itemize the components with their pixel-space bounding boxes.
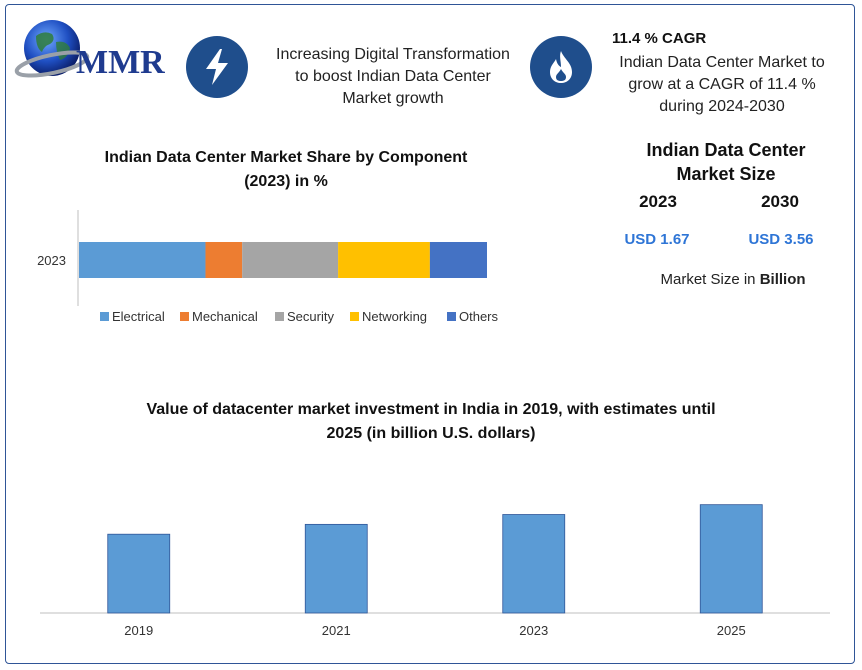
investment-tick-2025: 2025 (717, 623, 746, 638)
share-chart: 2023 Electrical Mechanical Security Networki… (37, 210, 499, 324)
investment-bar-2019 (107, 533, 171, 614)
investment-chart-title: Value of datacenter market investment in… (40, 398, 822, 446)
share-bar-segment-others (429, 242, 487, 278)
market-size-value-2023: USD 1.67 (624, 231, 690, 248)
feature2-icon-circle (530, 36, 592, 98)
share-chart-title-line-1: Indian Data Center Market Share by Compo… (104, 149, 468, 166)
market-size-value-2030: USD 3.56 (748, 231, 814, 248)
investment-chart: 2019 2021 2023 2025 (40, 504, 830, 638)
cagr-title: 11.4 % CAGR (612, 30, 707, 47)
market-size-title-line-2: Market Size (676, 164, 776, 184)
share-chart-title-line-2: (2023) in % (244, 173, 328, 190)
legend-label: Others (459, 309, 499, 324)
cagr-line-1: Indian Data Center Market to (619, 54, 825, 71)
legend-label: Mechanical (192, 309, 258, 324)
market-size-year-2023: 2023 (639, 192, 677, 211)
feature1-line-3: Market growth (342, 90, 444, 107)
investment-chart-title-line-1: Value of datacenter market investment in… (146, 401, 716, 418)
cagr-text: Indian Data Center Market to grow at a C… (606, 52, 838, 118)
market-size-title-line-1: Indian Data Center (646, 140, 806, 160)
legend-swatch (275, 312, 284, 321)
legend-item-electrical: Electrical (100, 309, 165, 324)
share-bar-segment-security (242, 242, 339, 278)
legend-item-networking: Networking (350, 309, 427, 324)
legend-swatch (180, 312, 189, 321)
lightning-bolt-icon (206, 49, 228, 85)
legend-swatch (350, 312, 359, 321)
market-size-unit-bold: Billion (759, 271, 806, 288)
investment-tick-2019: 2019 (124, 623, 153, 638)
market-size-unit-prefix: Market Size in (660, 271, 760, 288)
investment-chart-title-line-2: 2025 (in billion U.S. dollars) (326, 425, 536, 442)
legend-label: Networking (362, 309, 427, 324)
investment-tick-2023: 2023 (519, 623, 548, 638)
legend-label: Electrical (112, 309, 165, 324)
feature1-line-2: to boost Indian Data Center (295, 68, 491, 85)
market-size-title: Indian Data Center Market Size (612, 138, 840, 186)
legend-item-mechanical: Mechanical (180, 309, 258, 324)
share-bar-segment-electrical (79, 242, 206, 278)
market-size-year-2030: 2030 (761, 192, 799, 211)
legend-item-others: Others (447, 309, 499, 324)
feature1-icon-circle (186, 36, 248, 98)
share-bar-segment-mechanical (205, 242, 243, 278)
investment-bar-2021 (304, 523, 368, 614)
globe-icon (14, 20, 90, 78)
investment-bar-2025 (699, 504, 763, 614)
share-chart-title: Indian Data Center Market Share by Compo… (60, 146, 512, 194)
legend-swatch (100, 312, 109, 321)
legend-item-security: Security (275, 309, 334, 324)
legend-label: Security (287, 309, 334, 324)
feature1-text: Increasing Digital Transformation to boo… (262, 44, 524, 110)
logo-text: MMR (76, 44, 165, 81)
investment-tick-2021: 2021 (322, 623, 351, 638)
share-bar-segment-networking (338, 242, 430, 278)
legend-swatch (447, 312, 456, 321)
cagr-line-2: grow at a CAGR of 11.4 % (628, 76, 816, 93)
investment-bar-2023 (502, 514, 566, 614)
mmr-logo: MMR (12, 12, 172, 92)
market-size-unit: Market Size in Billion (620, 271, 846, 288)
share-chart-category-label: 2023 (37, 253, 66, 268)
flame-icon (550, 51, 572, 83)
feature1-line-1: Increasing Digital Transformation (276, 46, 510, 63)
cagr-line-3: during 2024-2030 (659, 98, 785, 115)
